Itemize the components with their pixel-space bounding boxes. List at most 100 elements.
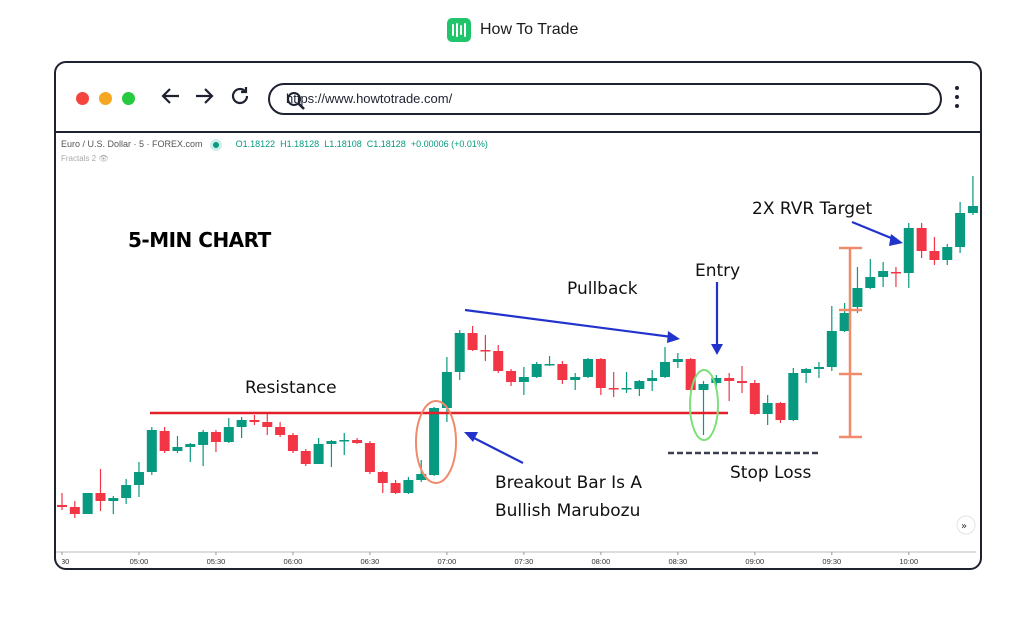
browser-toolbar: https://www.howtotrade.com/ (56, 63, 980, 133)
candle-body (416, 474, 427, 480)
change-value: +0.00006 (+0.01%) (410, 139, 488, 149)
candle-body (121, 485, 132, 498)
brand: How To Trade (447, 18, 578, 42)
candle-body (826, 331, 837, 367)
candle (826, 306, 837, 371)
candle (621, 372, 632, 393)
candle-body (608, 388, 619, 390)
entry-candle-circle (689, 369, 719, 441)
search-icon[interactable] (286, 91, 926, 114)
eye-hidden-icon[interactable]: 👁︎ (98, 154, 109, 163)
candle-body (262, 422, 273, 427)
target-arrow (851, 220, 897, 242)
candle (518, 367, 529, 395)
candle-body (275, 427, 286, 435)
candle-body (493, 351, 504, 371)
candle (967, 176, 978, 215)
candle (159, 427, 170, 453)
candle (749, 380, 760, 415)
candle (647, 370, 658, 391)
candle (403, 477, 414, 494)
back-arrow-icon[interactable] (160, 85, 182, 114)
candle (583, 358, 594, 378)
resistance-label: Resistance (245, 378, 337, 398)
scroll-to-latest-button[interactable]: » (956, 515, 976, 535)
candle-body (852, 288, 863, 307)
candle (198, 430, 209, 466)
candle (493, 345, 504, 373)
candle (313, 438, 324, 464)
candle-body (352, 440, 363, 443)
x-tick-label: 06:30 (361, 557, 380, 566)
candle-body (300, 451, 311, 464)
refresh-icon[interactable] (229, 85, 251, 114)
candle-body (647, 378, 658, 381)
close-window-dot[interactable] (76, 92, 89, 105)
indicator-name: Fractals 2 (61, 154, 97, 163)
candle (377, 471, 388, 493)
candle-body (955, 213, 966, 247)
candle-body (698, 384, 709, 390)
address-bar[interactable]: https://www.howtotrade.com/ (268, 83, 942, 115)
candle (878, 262, 889, 287)
x-tick-label: 08:30 (668, 557, 687, 566)
candle (762, 395, 773, 425)
kebab-menu-icon[interactable] (955, 86, 961, 113)
browser-window: https://www.howtotrade.com/ Euro / U.S. … (54, 61, 982, 570)
brand-name: How To Trade (480, 21, 579, 38)
candle-body (801, 369, 812, 373)
candle-body (839, 313, 850, 331)
x-tick-label: 08:00 (591, 557, 610, 566)
candle (185, 443, 196, 462)
candle-body (326, 441, 337, 444)
double-chevron-right-icon[interactable]: » (961, 521, 967, 532)
minimize-window-dot[interactable] (99, 92, 112, 105)
candle (467, 326, 478, 351)
breakout-bar-circle (415, 400, 457, 484)
candle-body (185, 444, 196, 447)
url-text[interactable]: https://www.howtotrade.com/ (286, 91, 453, 106)
candle (557, 361, 568, 384)
pullback-arrowhead-icon (667, 331, 680, 343)
forward-arrow-icon[interactable] (193, 85, 215, 114)
candle-body (506, 371, 517, 382)
candle-body (172, 447, 183, 451)
candle-body (377, 472, 388, 483)
breakout-label-line2: Bullish Marubozu (495, 501, 640, 521)
candle (813, 362, 824, 378)
x-tick-label: 07:00 (438, 557, 457, 566)
candle-body (544, 364, 555, 366)
candle-body (480, 350, 491, 352)
candle-body (531, 364, 542, 377)
candle (172, 436, 183, 453)
candle-body (775, 403, 786, 420)
x-tick-label: 4:30 (55, 557, 70, 566)
candle-body (685, 359, 696, 390)
candle (634, 380, 645, 396)
candle-body (133, 472, 144, 485)
candle-body (621, 388, 632, 390)
candle (852, 267, 863, 313)
candle (390, 480, 401, 494)
breakout-label-line1: Breakout Bar Is A (495, 473, 642, 493)
entry-label: Entry (695, 261, 740, 281)
stop-loss-label: Stop Loss (730, 463, 811, 483)
x-tick-label: 10:00 (899, 557, 918, 566)
x-axis-ticks: 4:30 05:00 05:30 06:00 06:30 07:00 07:30 08:00 0… (55, 552, 918, 566)
candle-body (570, 377, 581, 380)
candle (955, 202, 966, 253)
candle (82, 493, 93, 514)
chart-title: 5-MIN CHART (128, 228, 272, 252)
candle (531, 362, 542, 378)
candle (685, 358, 696, 391)
candle-body (198, 432, 209, 445)
candle (865, 259, 876, 289)
candle (454, 330, 465, 380)
candle-body (57, 505, 67, 507)
candle (736, 366, 747, 393)
candle-body (724, 378, 735, 381)
maximize-window-dot[interactable] (122, 92, 135, 105)
symbol-label: Euro / U.S. Dollar · 5 · FOREX.com (61, 139, 203, 149)
candle (326, 440, 337, 467)
